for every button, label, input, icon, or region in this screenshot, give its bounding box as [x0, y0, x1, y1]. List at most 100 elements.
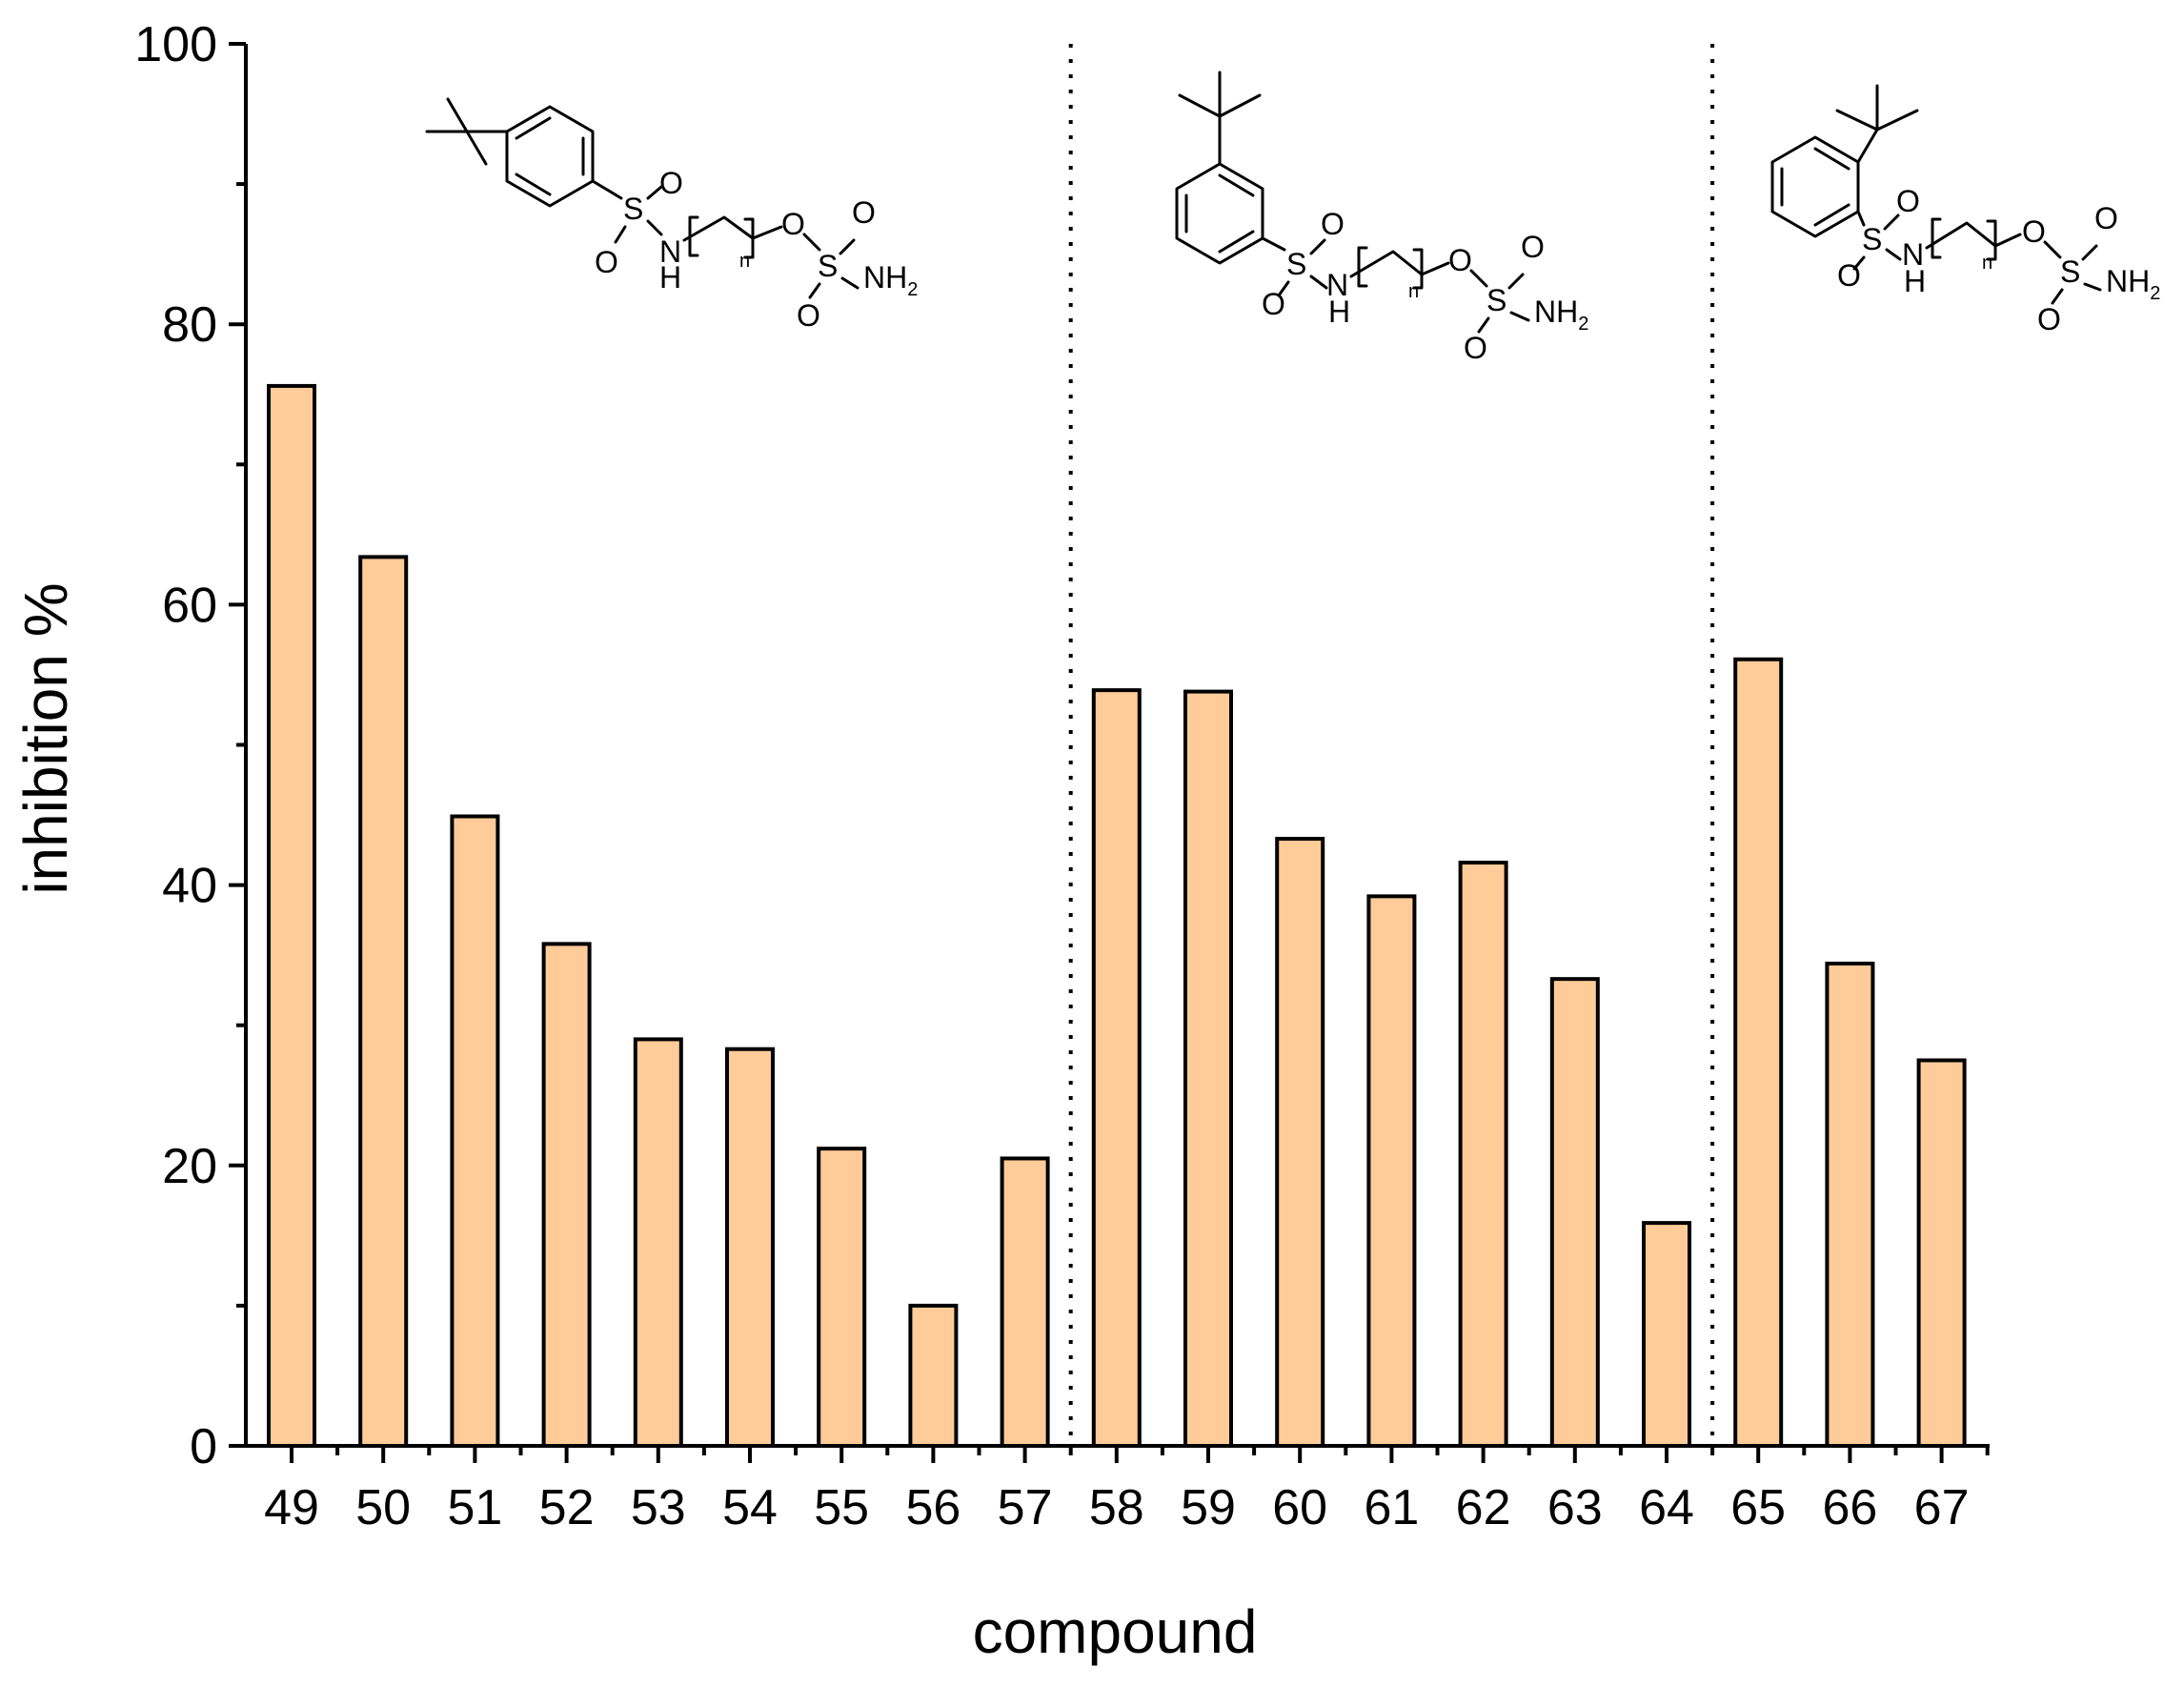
- structure-meta: S O O N H n O S O O NH2: [1175, 71, 1588, 365]
- x-tick-label: 67: [1914, 1480, 1970, 1535]
- bar-67: [1916, 1058, 1967, 1448]
- ring-to-s-bond: [1856, 210, 1866, 227]
- amide-h-label: H: [659, 260, 681, 295]
- sulfamoyl-o-top: O: [852, 195, 876, 230]
- tbutyl-bond-left: [1178, 93, 1222, 118]
- bar-57: [1000, 1156, 1050, 1448]
- y-ticks: 0 20 40 60 80 100: [134, 17, 246, 1474]
- amine-nh: NH: [1534, 295, 1578, 329]
- bar-63: [1549, 977, 1600, 1448]
- bar-49: [267, 383, 316, 1449]
- bar-52: [541, 942, 592, 1448]
- bar-60: [1275, 837, 1325, 1448]
- sulfur-label: S: [623, 192, 643, 226]
- s2o-bond-down: [808, 282, 821, 299]
- x-tick-label: 55: [814, 1480, 869, 1535]
- sulfonyl-o-top: O: [1896, 184, 1920, 218]
- sulfamoyl-o-top: O: [1521, 230, 1545, 264]
- x-tick-label: 60: [1272, 1480, 1327, 1535]
- sulfamoyl-o-bottom: O: [2037, 302, 2061, 336]
- ring-double-bond-3: [1218, 173, 1255, 197]
- x-tick-label: 50: [355, 1480, 411, 1535]
- s2o-bond-up: [1507, 273, 1525, 290]
- s2-n-bond: [840, 276, 859, 290]
- amine-sub: 2: [1578, 314, 1588, 335]
- ring-double-bond-1: [515, 116, 552, 140]
- ring-double-bond-3: [515, 173, 552, 196]
- ring-to-s-bond: [1261, 236, 1286, 252]
- amide-n-label: N: [1902, 237, 1924, 272]
- amide-h-label: H: [1904, 264, 1926, 298]
- x-tick-label: 62: [1456, 1480, 1511, 1535]
- so-bond-down: [1277, 280, 1290, 297]
- sulfur-label: S: [1286, 247, 1306, 281]
- x-tick-label: 64: [1639, 1480, 1694, 1535]
- repeat-bracket-right: [1986, 219, 1997, 261]
- x-tick-label: 66: [1822, 1480, 1877, 1535]
- bars-layer: [267, 383, 1967, 1449]
- amine-label: NH2: [2106, 264, 2160, 304]
- x-tick-label: 52: [539, 1480, 595, 1535]
- chain-bonds: [1349, 250, 1424, 278]
- bar-62: [1458, 861, 1508, 1448]
- so-bond-up: [646, 185, 663, 200]
- sulfamoyl-o-bottom: O: [797, 298, 820, 333]
- s2-n-bond: [2083, 282, 2102, 292]
- structure-ortho: S O O N H n O S O O NH2: [1770, 84, 2160, 336]
- sulfur-label: S: [1862, 222, 1882, 256]
- x-tick-label: 51: [447, 1480, 502, 1535]
- repeat-n-label: n: [739, 251, 750, 272]
- amine-label: NH2: [1534, 295, 1588, 335]
- bar-61: [1366, 894, 1417, 1448]
- tbutyl-bond-down: [465, 130, 488, 166]
- bar-58: [1091, 688, 1142, 1448]
- x-ticks: 49 50 51 52 53 54 55 56 57 58 59 60 61 62 63 64 65 66 67: [264, 1446, 1990, 1535]
- amine-sub: 2: [2150, 283, 2160, 304]
- x-tick-label: 61: [1364, 1480, 1419, 1535]
- x-tick-label: 65: [1730, 1480, 1786, 1535]
- sulfonyl-o-top: O: [659, 166, 683, 200]
- structure-para: S O O N H n O S O O NH2: [425, 97, 918, 333]
- bar-65: [1733, 657, 1784, 1448]
- tbutyl-bond-left: [1835, 109, 1879, 132]
- so-bond-down: [614, 225, 627, 244]
- repeat-n-label: n: [1408, 281, 1419, 302]
- amide-n-label: N: [659, 234, 681, 269]
- y-tick-label: 80: [162, 297, 217, 353]
- y-tick-label: 60: [162, 578, 217, 633]
- y-axis-title: inhibition %: [11, 582, 80, 894]
- bar-64: [1642, 1221, 1691, 1448]
- s2o-bond-down: [2051, 288, 2064, 305]
- sulfur2-label: S: [2060, 254, 2080, 289]
- repeat-bracket-left: [1931, 217, 1942, 259]
- x-tick-label: 49: [264, 1480, 319, 1535]
- amine-sub: 2: [907, 279, 918, 300]
- y-tick-label: 20: [162, 1139, 217, 1194]
- y-tick-label: 100: [134, 17, 217, 72]
- benzene-ring: [505, 105, 595, 208]
- benzene-ring: [1770, 135, 1860, 238]
- sulfonyl-o-bottom: O: [1262, 287, 1285, 321]
- repeat-bracket-right: [1412, 248, 1424, 290]
- bar-66: [1825, 961, 1875, 1448]
- bar-51: [450, 814, 500, 1448]
- ring-double-bond-3: [1813, 203, 1850, 227]
- s2o-bond-up: [2081, 244, 2098, 261]
- benzene-ring: [1175, 162, 1264, 265]
- sulfonyl-o-bottom: O: [595, 245, 618, 279]
- s2o-bond-down: [1477, 316, 1490, 334]
- ether-o-label: O: [781, 207, 805, 241]
- so-bond-up: [1883, 213, 1900, 231]
- chain-bonds: [1925, 221, 1997, 250]
- tbutyl-bond-up: [446, 97, 469, 133]
- amine-nh: NH: [2106, 264, 2150, 298]
- bar-50: [358, 555, 409, 1448]
- x-tick-label: 57: [998, 1480, 1053, 1535]
- y-tick-label: 40: [162, 859, 217, 914]
- repeat-bracket-left: [1357, 246, 1368, 288]
- amine-label: NH2: [863, 260, 918, 300]
- s-n-bond: [1885, 248, 1902, 261]
- y-tick-label: 0: [190, 1419, 217, 1474]
- ether-o-label: O: [1448, 243, 1472, 277]
- chain-to-o-bond: [751, 225, 783, 240]
